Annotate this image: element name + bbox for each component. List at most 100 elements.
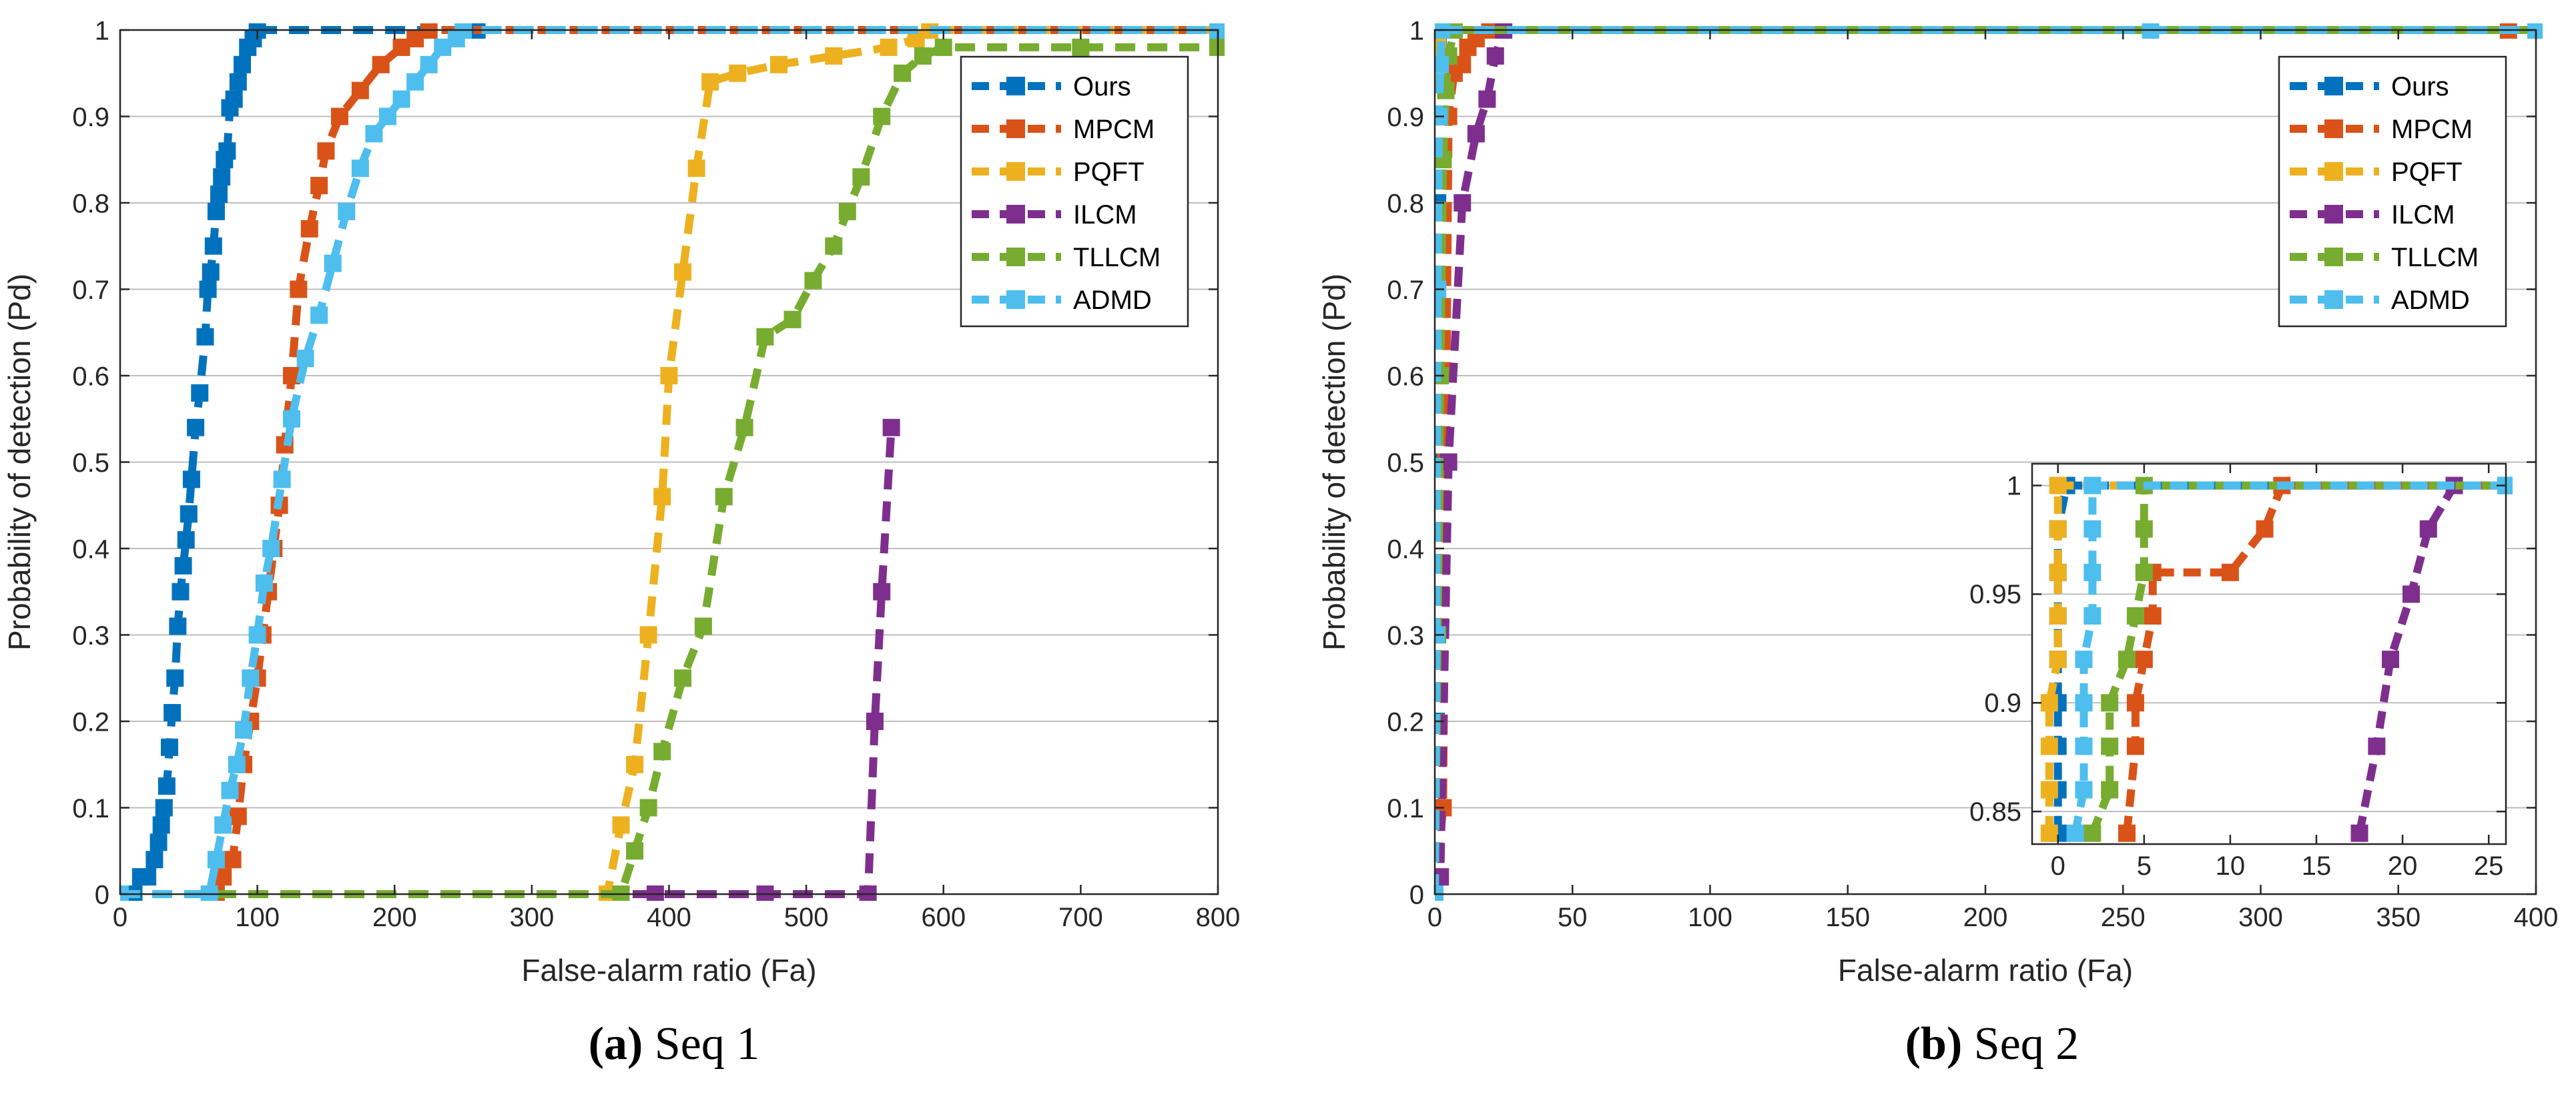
seq1-legend-label-mpcm: MPCM: [1073, 115, 1155, 144]
seq1-marker-tllcm-5: [674, 669, 692, 687]
seq2-inset-marker-tllcm-1: [2101, 781, 2119, 799]
seq1-marker-tllcm-17: [914, 47, 932, 65]
seq1-marker-admd-4: [221, 781, 239, 799]
seq2-inset-marker-pqft-4: [2049, 651, 2067, 669]
seq1-xlabel: False-alarm ratio (Fa): [521, 953, 816, 988]
seq1-marker-admd-2: [207, 851, 225, 869]
seq1-marker-ours-21: [199, 280, 217, 298]
seq2-legend-label-ours: Ours: [2391, 72, 2449, 101]
seq1-marker-mpcm-17: [317, 142, 335, 160]
seq1-marker-admd-7: [242, 669, 260, 687]
seq1-legend-label-tllcm: TLLCM: [1073, 243, 1161, 272]
seq1-ytick-label-6: 0.6: [72, 362, 109, 391]
seq2-legend-label-mpcm: MPCM: [2391, 115, 2473, 144]
seq1-marker-admd-15: [324, 254, 342, 272]
seq2-inset-marker-ilcm-3: [2402, 585, 2420, 603]
seq1-marker-ours-24: [207, 202, 225, 220]
seq1-legend-label-ours: Ours: [1073, 72, 1131, 101]
seq2-inset-marker-pqft-8: [2049, 476, 2067, 494]
seq1-marker-ours-26: [213, 168, 231, 186]
seq1-ytick-label-0: 0: [95, 880, 109, 909]
seq1-marker-tllcm-19: [1072, 38, 1090, 56]
seq1-marker-pqft-11: [770, 55, 787, 73]
seq2-inset-marker-admd-3: [2075, 694, 2093, 712]
seq1-marker-pqft-4: [639, 626, 657, 644]
seq1-marker-tllcm-4: [653, 743, 671, 761]
seq2-xtick-label-3: 150: [1825, 903, 1870, 932]
seq2-ytick-label-5: 0.5: [1387, 448, 1424, 478]
seq1-marker-admd-5: [228, 755, 246, 773]
seq2-xtick-label-5: 250: [2101, 903, 2146, 932]
seq2-ytick-label-6: 0.6: [1387, 362, 1424, 391]
seq1-marker-tllcm-12: [825, 237, 843, 255]
seq1-marker-admd-8: [248, 626, 266, 644]
seq2-marker-ilcm-3: [1454, 194, 1472, 212]
caption-seq1: (a) Seq 1: [474, 1018, 874, 1071]
seq2-inset-marker-admd-0: [2066, 824, 2084, 842]
seq1-marker-ours-13: [172, 583, 190, 601]
seq2-inset-xtick-label-5: 25: [2474, 851, 2504, 881]
seq1-marker-tllcm-3: [639, 799, 657, 817]
caption-seq1-letter: (a): [588, 1018, 643, 1070]
seq2-ytick-label-3: 0.3: [1387, 621, 1424, 651]
seq1-marker-ilcm-2: [756, 885, 774, 901]
seq2-legend-marker-mpcm: [2324, 119, 2343, 138]
seq1-marker-admd-13: [296, 350, 314, 368]
seq2-marker-admd-4: [1435, 55, 1450, 73]
seq1-series-group: [120, 23, 1225, 901]
seq1-marker-admd-3: [214, 816, 232, 834]
seq1-marker-ours-17: [182, 470, 200, 488]
seq1-marker-tllcm-10: [783, 310, 801, 328]
seq2-legend-marker-tllcm: [2324, 248, 2343, 266]
seq2-inset-marker-admd-4: [2075, 651, 2093, 669]
seq1-legend-marker-tllcm: [1006, 248, 1025, 266]
seq1-marker-admd-1: [200, 885, 218, 901]
seq2-inset-ytick-label-0: 0.85: [1969, 797, 2021, 827]
seq2-inset-marker-mpcm-3: [2135, 651, 2153, 669]
seq2-xtick-label-0: 0: [1427, 903, 1442, 932]
seq2-inset-marker-ilcm-2: [2382, 651, 2400, 669]
seq1-marker-admd-17: [351, 159, 369, 177]
seq1-marker-admd-16: [338, 202, 356, 220]
seq1-marker-ours-20: [196, 328, 214, 346]
seq1-marker-ours-31: [229, 73, 247, 91]
seq2-inset-marker-admd-7: [2083, 520, 2102, 538]
seq2-ytick-label-2: 0.2: [1387, 707, 1424, 737]
seq1-xtick-label-5: 500: [784, 903, 829, 932]
seq2-inset-marker-tllcm-4: [2118, 651, 2136, 669]
seq1-ytick-label-4: 0.4: [72, 534, 109, 564]
seq1-marker-ilcm-3: [859, 885, 877, 901]
seq1-marker-tllcm-6: [694, 617, 712, 635]
seq2-legend: Ours MPCM PQFT ILCM TLLCM ADMD: [2278, 55, 2507, 328]
seq1-marker-tllcm-11: [804, 272, 822, 290]
seq1-marker-admd-21: [406, 73, 424, 91]
seq2-ytick-label-0: 0: [1409, 880, 1424, 909]
seq1-marker-admd-9: [255, 574, 273, 592]
seq2-inset-series-admd: [2071, 481, 2506, 834]
seq1-marker-ours-32: [234, 55, 252, 73]
caption-seq2-letter: (b): [1905, 1018, 1963, 1070]
seq2-inset-marker-pqft-6: [2049, 563, 2067, 581]
seq1-legend-label-pqft: PQFT: [1073, 157, 1145, 187]
seq1-marker-tllcm-2: [626, 842, 644, 860]
seq2-xlabel: False-alarm ratio (Fa): [1838, 953, 2133, 988]
seq2-inset-ytick-label-2: 0.95: [1969, 580, 2021, 609]
seq1-marker-ilcm-5: [873, 583, 891, 601]
seq1-marker-mpcm-19: [351, 81, 369, 99]
seq2-inset-marker-pqft-3: [2040, 694, 2058, 712]
seq1-legend-marker-ours: [1006, 77, 1025, 95]
seq1-legend-marker-pqft: [1006, 162, 1025, 181]
seq2-inset-marker-mpcm-1: [2126, 737, 2144, 755]
seq1-ytick-label-3: 0.3: [72, 621, 109, 651]
seq1-marker-ours-16: [180, 505, 198, 523]
seq1-ytick-label-7: 0.7: [72, 276, 109, 305]
seq1-marker-ilcm-1: [646, 885, 664, 901]
seq1-marker-tllcm-14: [852, 168, 870, 186]
seq1-ytick-label-5: 0.5: [72, 448, 109, 478]
seq2-inset-marker-tllcm-7: [2135, 520, 2153, 538]
seq1-marker-ours-10: [164, 704, 182, 722]
seq1-marker-ours-12: [169, 617, 187, 635]
seq1-xtick-label-6: 600: [921, 903, 966, 932]
seq1-ytick-label-9: 0.9: [72, 103, 109, 132]
seq2-inset-series-mpcm: [2123, 481, 2506, 834]
